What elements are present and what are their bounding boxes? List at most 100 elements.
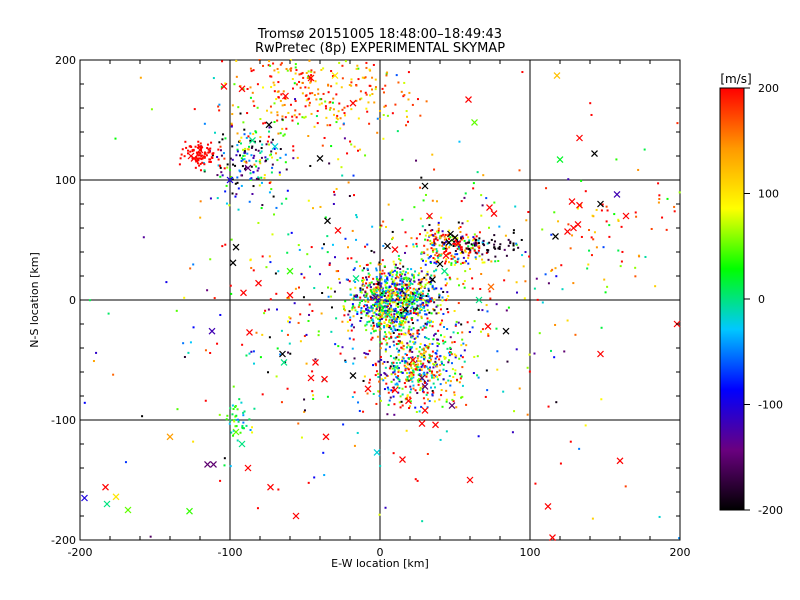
dot-marker (410, 268, 413, 271)
dot-marker (403, 94, 406, 97)
dot-marker (460, 396, 463, 399)
dot-marker (483, 244, 486, 247)
dot-marker (249, 172, 252, 175)
dot-marker (446, 308, 449, 311)
dot-marker (462, 237, 465, 240)
dot-marker (445, 298, 448, 301)
dot-marker (477, 376, 480, 379)
dot-marker (214, 131, 217, 134)
dot-marker (400, 400, 403, 403)
dot-marker (175, 309, 178, 312)
dot-marker (388, 285, 391, 288)
dot-marker (238, 169, 241, 172)
x-tick-label: -200 (68, 546, 93, 559)
dot-marker (224, 137, 227, 140)
dot-marker (252, 156, 255, 159)
dot-marker (241, 158, 244, 161)
dot-marker (422, 347, 425, 350)
dot-marker (415, 288, 418, 291)
dot-marker (242, 411, 245, 414)
dot-marker (415, 411, 418, 414)
dot-marker (422, 397, 425, 400)
dot-marker (547, 282, 550, 285)
cross-stroke (279, 350, 286, 358)
dot-marker (416, 304, 419, 307)
dot-marker (425, 274, 428, 277)
dot-marker (435, 262, 438, 265)
dot-marker (402, 320, 405, 323)
dot-marker (313, 287, 316, 290)
dot-marker (600, 326, 603, 329)
cross-stroke (418, 374, 426, 382)
dot-marker (328, 262, 331, 265)
dot-marker (423, 336, 426, 339)
dot-marker (360, 311, 363, 314)
dot-marker (275, 98, 278, 101)
dot-marker (365, 278, 368, 281)
dot-marker (453, 243, 456, 246)
dot-marker (338, 281, 341, 284)
dot-marker (454, 249, 457, 252)
dot-marker (507, 269, 510, 272)
dot-marker (255, 131, 258, 134)
dot-marker (390, 313, 393, 316)
dot-marker (436, 254, 439, 257)
dot-marker (392, 340, 395, 343)
cross-stroke (292, 512, 300, 520)
dot-marker (533, 287, 536, 290)
dot-marker (402, 332, 405, 335)
dot-marker (403, 382, 406, 385)
colorbar-tick-label: 100 (758, 188, 779, 201)
dot-marker (355, 216, 358, 219)
cross-stroke (112, 493, 120, 501)
dot-marker (399, 406, 402, 409)
dot-marker (481, 253, 484, 256)
dot-marker (409, 400, 412, 403)
dot-marker (304, 115, 307, 118)
dot-marker (481, 261, 484, 264)
dot-marker (432, 382, 435, 385)
dot-marker (417, 329, 420, 332)
dot-marker (293, 114, 296, 117)
dot-marker (418, 307, 421, 310)
dot-marker (471, 247, 474, 250)
dot-marker (207, 151, 210, 154)
dot-marker (263, 177, 266, 180)
dot-marker (291, 119, 294, 122)
dot-marker (452, 400, 455, 403)
dot-marker (407, 285, 410, 288)
dot-marker (434, 386, 437, 389)
dot-marker (248, 145, 251, 148)
dot-marker (245, 161, 248, 164)
dot-marker (461, 356, 464, 359)
dot-marker (595, 208, 598, 211)
dot-marker (229, 407, 232, 410)
dot-marker (350, 298, 353, 301)
dot-marker (452, 375, 455, 378)
dot-marker (401, 304, 404, 307)
dot-marker (457, 321, 460, 324)
dot-marker (442, 378, 445, 381)
dot-marker (375, 289, 378, 292)
dot-marker (377, 263, 380, 266)
dot-marker (402, 299, 405, 302)
dot-marker (390, 322, 393, 325)
dot-marker (404, 360, 407, 363)
dot-marker (291, 87, 294, 90)
dot-marker (405, 366, 408, 369)
dot-marker (396, 376, 399, 379)
dot-marker (257, 149, 260, 152)
dot-marker (425, 313, 428, 316)
dot-marker (409, 388, 412, 391)
dot-marker (366, 297, 369, 300)
dot-marker (211, 154, 214, 157)
dot-marker (275, 152, 278, 155)
dot-marker (463, 349, 466, 352)
cross-marker (402, 306, 409, 314)
dot-marker (242, 414, 245, 417)
cross-marker (454, 240, 462, 248)
dot-marker (369, 262, 372, 265)
dot-marker (238, 139, 241, 142)
dot-marker (454, 372, 457, 375)
dot-marker (399, 267, 402, 270)
